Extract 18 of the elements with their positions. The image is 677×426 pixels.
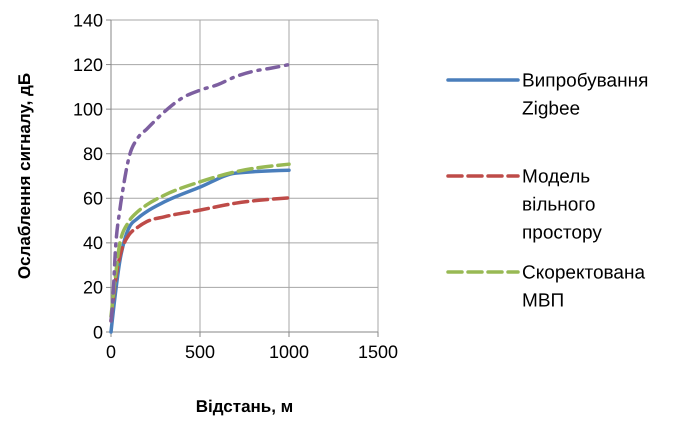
line-series: [109, 62, 291, 323]
x-axis-title: Відстань, м: [196, 397, 294, 416]
y-tick-label: 20: [82, 278, 103, 298]
x-tick-label: 1500: [358, 342, 398, 362]
legend-label: Випробування Zigbee: [522, 70, 648, 120]
y-tick-label: 80: [82, 144, 103, 164]
y-tick-label: 40: [82, 233, 103, 254]
x-tick-label: 1000: [268, 342, 310, 362]
y-axis-title: Ослаблення сигналу, дБ: [15, 72, 34, 280]
y-tick-label: 120: [72, 54, 103, 75]
y-tick-label: 140: [72, 10, 103, 30]
y-tick-label: 100: [72, 99, 103, 120]
y-tick-label: 0: [92, 322, 103, 342]
x-tick-label: 0: [106, 342, 116, 362]
legend-label: Скоректована МВП: [522, 262, 646, 312]
legend-label: Модель вільного простору: [522, 166, 602, 244]
x-tick-label: 500: [184, 342, 216, 362]
y-tick-label: 60: [82, 188, 103, 209]
